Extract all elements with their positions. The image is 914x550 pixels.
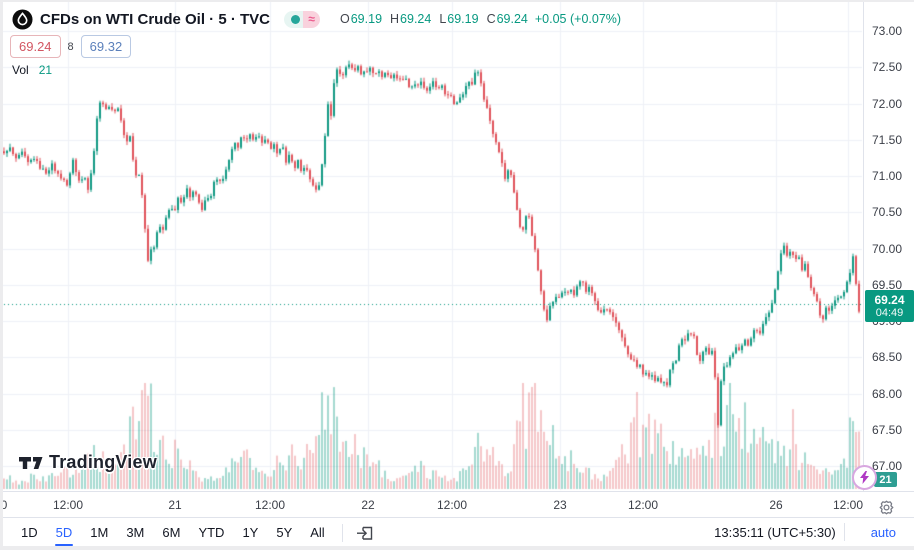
price-axis[interactable]: 73.00 72.50 72.00 71.50 71.00 70.50 70.00 69.50… <box>863 0 914 491</box>
price-axis-label: 68.50 <box>872 350 903 365</box>
open-label: O <box>340 12 350 26</box>
range-button-3m[interactable]: 3M <box>118 519 152 547</box>
lightning-bolt-icon <box>860 471 869 484</box>
approx-price-icon: ≈ <box>303 10 320 28</box>
go-to-date-icon <box>356 526 372 540</box>
window-frame-top <box>0 0 914 2</box>
range-button-5d[interactable]: 5D <box>48 519 81 547</box>
price-axis-label: 67.00 <box>872 459 903 473</box>
oil-drop-logo-icon <box>12 8 33 30</box>
window-frame-bottom <box>0 546 914 550</box>
time-axis-label: 12:00 <box>832 498 864 512</box>
time-axis-label: 12:00 <box>436 498 468 512</box>
date-range-buttons: 1D 5D 1M 3M 6M YTD 1Y 5Y All <box>12 519 334 547</box>
ask-button[interactable]: 69.32 <box>80 35 132 58</box>
symbol-row: CFDs on WTI Crude Oil · 5 · TVC ≈ O 69.19… <box>12 8 621 30</box>
price-axis-label: 70.00 <box>872 241 903 256</box>
spread-value: 8 <box>67 40 74 53</box>
range-button-5y[interactable]: 5Y <box>268 519 300 547</box>
price-axis-label: 71.50 <box>872 132 903 147</box>
volume-indicator-row: Vol 21 <box>12 63 52 77</box>
volume-label: Vol <box>12 63 29 77</box>
volume-value: 21 <box>38 63 53 77</box>
time-axis[interactable]: 0 12:00 21 12:00 22 12:00 23 12:00 26 12:00 <box>0 491 914 518</box>
price-axis-label: 73.00 <box>872 24 903 38</box>
ohlc-readout: O 69.19 H 69.24 L 69.19 C 69.24 +0.05 (+0.07… <box>340 12 621 26</box>
price-axis-label: 72.50 <box>872 60 903 75</box>
low-value: 69.19 <box>447 12 479 26</box>
bid-button[interactable]: 69.24 <box>10 35 61 58</box>
session-clock[interactable]: 13:35:11 (UTC+5:30) <box>714 524 836 540</box>
close-value: 69.24 <box>496 12 528 26</box>
range-button-ytd[interactable]: YTD <box>190 519 232 547</box>
price-axis-label: 68.00 <box>872 386 903 401</box>
bid-ask-row: 69.24 8 69.32 <box>10 35 132 58</box>
bottom-toolbar: 1D 5D 1M 3M 6M YTD 1Y 5Y All 13:35:11 (UTC+5:30)… <box>0 517 914 547</box>
time-axis-label: 23 <box>553 498 567 512</box>
range-button-6m[interactable]: 6M <box>154 519 188 547</box>
toolbar-divider-right <box>843 523 845 541</box>
gear-icon[interactable] <box>878 499 895 521</box>
price-axis-label: 70.50 <box>872 205 903 220</box>
price-axis-label: 69.50 <box>872 277 903 292</box>
time-axis-label: 21 <box>168 498 182 512</box>
change-value: +0.05 (+0.07%) <box>534 12 622 26</box>
close-label: C <box>486 12 496 26</box>
bar-countdown: 04:49 <box>875 306 904 319</box>
window-frame-left <box>0 0 3 550</box>
last-price-badge[interactable]: 69.24 04:49 <box>865 290 914 322</box>
instant-order-lightning-icon[interactable] <box>852 465 877 490</box>
time-axis-label: 12:00 <box>254 498 286 512</box>
price-chart-canvas[interactable] <box>0 0 863 491</box>
volume-axis-badge: 21 <box>874 472 897 487</box>
auto-scale-button[interactable]: auto <box>863 525 904 540</box>
visibility-dot-icon <box>284 10 303 28</box>
price-axis-label: 67.50 <box>872 422 903 437</box>
time-axis-label: 12:00 <box>627 498 659 512</box>
high-value: 69.24 <box>400 12 432 26</box>
range-button-1y[interactable]: 1Y <box>234 519 266 547</box>
range-button-1m[interactable]: 1M <box>82 519 116 547</box>
open-value: 69.19 <box>350 12 383 26</box>
range-button-all[interactable]: All <box>302 519 332 547</box>
last-price-value: 69.24 <box>874 292 905 307</box>
low-label: L <box>439 12 447 26</box>
time-axis-label: 0 <box>0 498 8 512</box>
price-axis-label: 71.00 <box>872 169 903 183</box>
market-status-toggle[interactable]: ≈ <box>284 10 320 28</box>
range-button-1d[interactable]: 1D <box>13 519 46 547</box>
symbol-title[interactable]: CFDs on WTI Crude Oil · 5 · TVC <box>40 10 270 28</box>
time-axis-label: 22 <box>361 498 375 512</box>
time-axis-label: 12:00 <box>52 498 84 512</box>
time-axis-label: 26 <box>769 498 783 512</box>
toolbar-divider <box>341 523 343 542</box>
price-axis-label: 72.00 <box>872 96 903 111</box>
go-to-date-button[interactable] <box>351 523 380 543</box>
high-label: H <box>390 12 400 26</box>
